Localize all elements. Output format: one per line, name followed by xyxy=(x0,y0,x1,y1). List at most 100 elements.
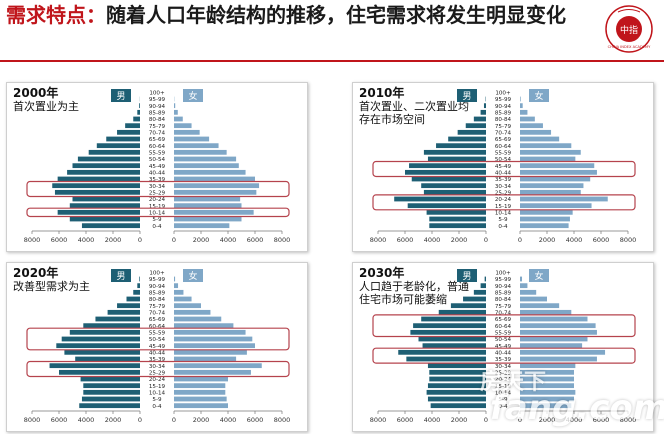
age-label: 35-39 xyxy=(495,357,512,363)
bar-female xyxy=(174,383,226,389)
bar-male xyxy=(411,176,486,182)
bar-female xyxy=(520,143,572,149)
bar-male xyxy=(405,169,486,175)
bar-female xyxy=(520,209,573,215)
age-label: 70-74 xyxy=(149,131,166,137)
x-tick-label: 4000 xyxy=(566,236,583,244)
highlight-box xyxy=(372,194,636,211)
bar-female xyxy=(520,349,606,355)
bar-female xyxy=(520,223,569,229)
bar-female xyxy=(520,283,528,289)
bar-female xyxy=(520,203,592,209)
panel-note-text: 首次置业为主 xyxy=(13,100,79,113)
bar-male xyxy=(77,156,140,162)
highlight-box xyxy=(26,180,290,198)
bar-male xyxy=(95,316,140,322)
pyramid-chart-2000: 男 女 100+95-9990-9485-8980-8475-7970-7465-6… xyxy=(24,89,290,244)
bar-male xyxy=(480,109,486,115)
bar-female xyxy=(174,309,211,315)
age-label: 5-9 xyxy=(498,397,508,403)
age-label: 30-34 xyxy=(495,364,512,370)
age-label: 80-84 xyxy=(495,297,512,303)
x-tick-label: 6000 xyxy=(397,236,414,244)
bar-male xyxy=(125,123,140,129)
age-label: 65-69 xyxy=(149,317,166,323)
pyramid-panel-2000: 2000年 首次置业为主 男 女 100+ 95-99 90-94 85-89 80-84 75… xyxy=(6,82,308,252)
age-label: 25-29 xyxy=(495,191,512,197)
bar-female xyxy=(174,136,210,142)
bar-female xyxy=(520,356,597,362)
x-tick-label: 2000 xyxy=(193,416,210,424)
age-label: 70-74 xyxy=(495,131,512,137)
x-tick-label: 4000 xyxy=(78,236,95,244)
legend-female-label: 女 xyxy=(188,90,197,102)
bar-male xyxy=(139,103,140,109)
age-label: 65-69 xyxy=(495,317,512,323)
age-label: 25-29 xyxy=(149,191,166,197)
age-label: 0-4 xyxy=(152,224,162,230)
age-label: 20-24 xyxy=(495,197,512,203)
seal-inner-text: 中指 xyxy=(620,24,638,36)
title-divider xyxy=(0,60,664,62)
bar-male xyxy=(421,183,486,189)
bar-male xyxy=(423,189,486,195)
bar-female xyxy=(174,356,237,362)
bar-male xyxy=(88,149,140,155)
bar-female xyxy=(520,396,574,402)
legend-male-label: 男 xyxy=(116,91,125,102)
highlight-box xyxy=(26,327,290,351)
bar-female xyxy=(174,103,176,109)
age-label: 50-54 xyxy=(149,337,166,343)
age-label: 40-44 xyxy=(495,351,512,357)
x-tick-label: 2000 xyxy=(539,416,556,424)
bar-female xyxy=(174,296,192,302)
x-tick-label: 0 xyxy=(172,416,176,424)
x-tick-label: 2000 xyxy=(193,236,210,244)
age-label: 0-4 xyxy=(498,224,508,230)
age-label: 65-69 xyxy=(495,137,512,143)
bar-male xyxy=(72,163,140,169)
age-label: 10-14 xyxy=(495,391,512,397)
bar-male xyxy=(429,376,486,382)
bar-male xyxy=(480,283,486,289)
age-label: 55-59 xyxy=(149,151,166,157)
bar-female xyxy=(520,309,572,315)
bar-female xyxy=(174,376,228,382)
bar-female xyxy=(520,276,523,282)
age-label: 30-34 xyxy=(495,184,512,190)
x-tick-label: 0 xyxy=(518,416,522,424)
bar-male xyxy=(409,163,486,169)
bar-female xyxy=(520,136,560,142)
bar-male xyxy=(69,203,140,209)
bar-female xyxy=(174,336,253,342)
age-label: 50-54 xyxy=(495,337,512,343)
x-tick-label: 2000 xyxy=(451,416,468,424)
age-label: 15-19 xyxy=(495,384,512,390)
bar-female xyxy=(174,283,179,289)
bar-female xyxy=(520,96,521,102)
highlight-box xyxy=(26,360,290,378)
bar-male xyxy=(422,343,486,349)
panel-note: 2000年 首次置业为主 xyxy=(13,87,125,114)
bar-female xyxy=(174,343,255,349)
bar-male xyxy=(96,143,140,149)
age-label: 90-94 xyxy=(495,104,512,110)
bar-male xyxy=(463,296,486,302)
bar-female xyxy=(174,316,222,322)
pyramid-chart-2010: 男 女 100+95-9990-9485-8980-8475-7970-7465-6… xyxy=(370,89,636,244)
highlight-box xyxy=(26,207,290,218)
bar-male xyxy=(421,316,486,322)
bar-male xyxy=(139,276,140,282)
age-label: 85-89 xyxy=(149,291,166,297)
age-label: 20-24 xyxy=(495,377,512,383)
x-tick-label: 6000 xyxy=(247,236,264,244)
bar-female xyxy=(520,123,543,129)
age-label: 40-44 xyxy=(149,171,166,177)
bar-male xyxy=(61,336,141,342)
age-label: 100+ xyxy=(149,91,165,97)
age-label: 100+ xyxy=(495,91,511,97)
age-label: 85-89 xyxy=(495,291,512,297)
bar-male xyxy=(56,343,140,349)
legend-male-label: 男 xyxy=(462,91,471,102)
pyramid-panel-2010: 2010年 首次置业、二次置业均存在市场空间 男 女 100+ 95-99 90-94 85… xyxy=(352,82,654,252)
